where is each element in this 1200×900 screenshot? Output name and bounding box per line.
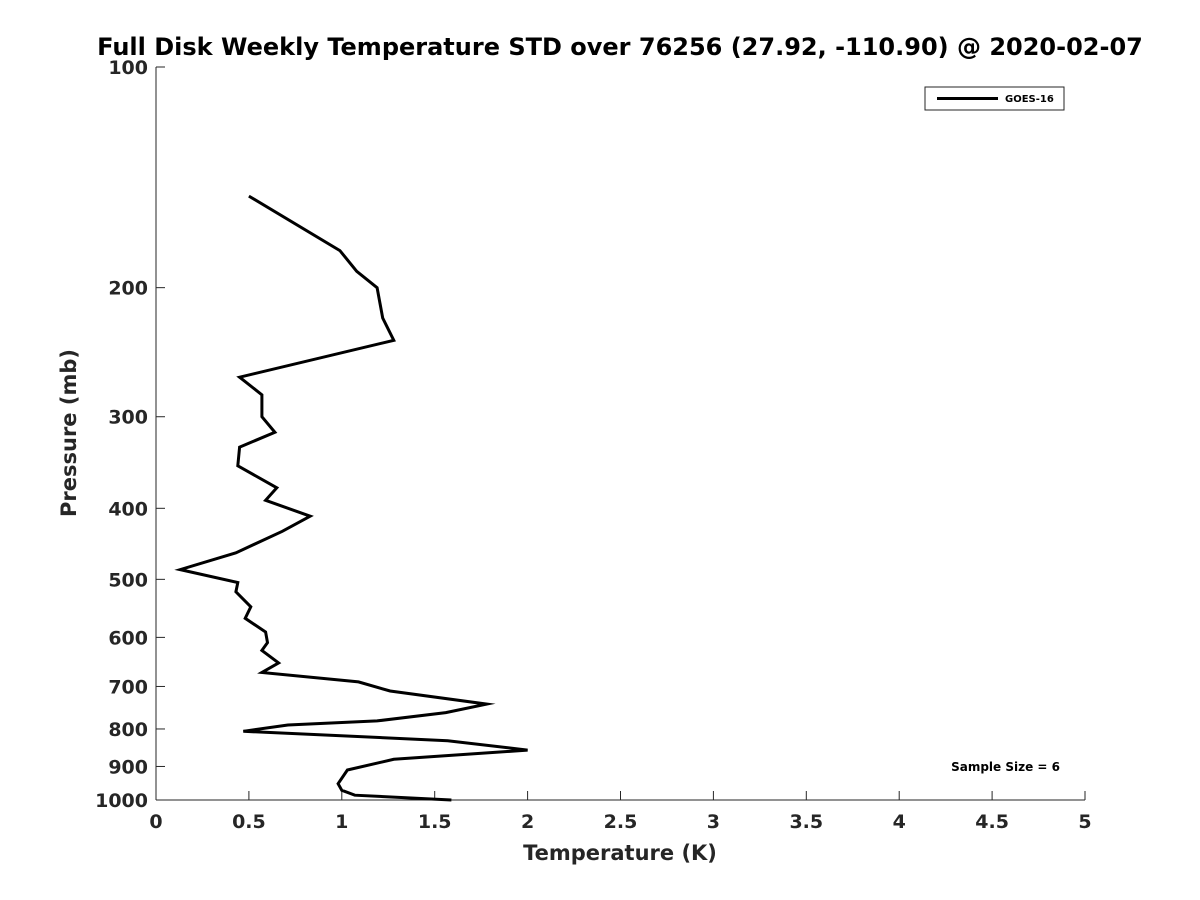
x-tick-label: 2: [521, 811, 534, 833]
legend-label: GOES-16: [1005, 94, 1054, 105]
series-line-goes-16: [174, 194, 528, 802]
x-axis-label: Temperature (K): [523, 841, 717, 865]
x-tick-label: 1: [335, 811, 348, 833]
legend: GOES-16: [924, 86, 1065, 111]
y-axis-ticks: 100 200 300 400 500 600 700 800 900 1000: [95, 57, 165, 812]
y-tick-label: 500: [108, 569, 148, 591]
y-tick-label: 200: [108, 278, 148, 300]
series-layer: [174, 194, 528, 802]
x-tick-label: 3: [707, 811, 720, 833]
x-tick-label: 0: [149, 811, 162, 833]
y-axis-label: Pressure (mb): [57, 349, 81, 517]
x-tick-label: 5: [1078, 811, 1091, 833]
y-tick-label: 1000: [95, 790, 148, 812]
x-tick-label: 1.5: [418, 811, 452, 833]
y-tick-label: 400: [108, 498, 148, 520]
sample-size-annotation: Sample Size = 6: [951, 760, 1060, 774]
x-tick-label: 3.5: [789, 811, 823, 833]
y-tick-label: 100: [108, 57, 148, 79]
y-tick-label: 900: [108, 756, 148, 778]
y-tick-label: 800: [108, 719, 148, 741]
chart-title: Full Disk Weekly Temperature STD over 76…: [97, 33, 1143, 61]
x-tick-label: 4: [893, 811, 906, 833]
x-tick-label: 4.5: [975, 811, 1009, 833]
y-tick-label: 300: [108, 407, 148, 429]
x-tick-label: 0.5: [232, 811, 266, 833]
y-tick-label: 600: [108, 627, 148, 649]
y-tick-label: 700: [108, 676, 148, 698]
plot-area: [156, 67, 1085, 800]
x-tick-label: 2.5: [604, 811, 638, 833]
x-axis-ticks: 0 0.5 1 1.5 2 2.5 3 3.5 4 4.5 5: [149, 791, 1092, 833]
